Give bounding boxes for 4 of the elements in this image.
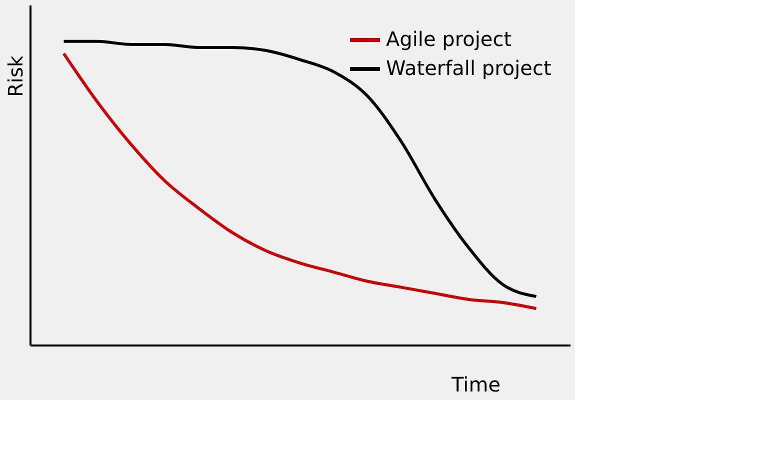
y-axis-title: Risk bbox=[4, 55, 28, 97]
x-axis-title: Time bbox=[450, 372, 500, 396]
legend-label: Agile project bbox=[386, 27, 512, 51]
legend-label: Waterfall project bbox=[386, 56, 552, 80]
